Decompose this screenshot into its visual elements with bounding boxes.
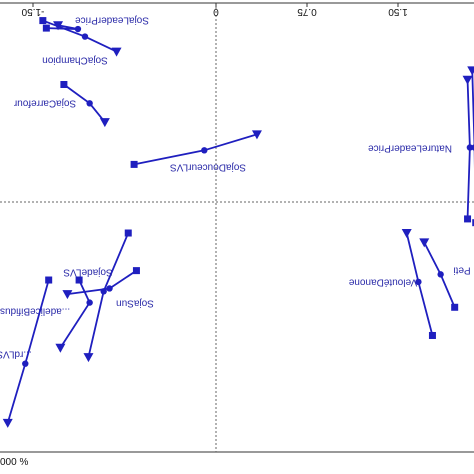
sojaleaderprice-square-point xyxy=(42,24,50,32)
sojachampion-label: SojaChampion xyxy=(42,54,108,65)
adelicebifiduslvs-square-point xyxy=(75,276,83,284)
velout-danone-label: VeloutéDanone xyxy=(348,276,417,287)
sojadouceurlvs-label: SojaDouceurLVS xyxy=(170,161,246,172)
rdlvs-label: ...rdLVS xyxy=(0,348,32,359)
sojaleaderprice-label: SojaLeaderPrice xyxy=(75,14,149,25)
natureleaderprice-square-point xyxy=(464,215,472,223)
adelicebifiduslvs-label: ...adeliceBifidusLVS xyxy=(0,305,70,316)
sojachampion-triangle-point xyxy=(111,47,122,57)
sojadelvs-triangle-point xyxy=(83,353,94,363)
sojadouceurlvs-circle-point xyxy=(201,147,208,154)
sojachampion-square-point xyxy=(39,17,47,25)
sojaleaderprice-circle-point xyxy=(74,25,82,33)
peti-circle-point xyxy=(437,271,444,278)
natureleaderprice-label: NatureLeaderPrice xyxy=(368,142,452,153)
sojasun-square-point xyxy=(132,267,140,275)
adelicebifiduslvs-circle-point xyxy=(86,299,93,306)
product-5-triangle-point xyxy=(467,66,474,76)
sojadelvs-square-point xyxy=(124,229,132,237)
axis-label-bottom: 000 % xyxy=(0,457,28,468)
x-tick-label: -1.50 xyxy=(21,6,44,17)
sojacarrefour-label: SojaCarrefour xyxy=(13,97,76,108)
x-tick-label: 1.50 xyxy=(388,6,408,17)
peti-triangle-point xyxy=(419,238,430,248)
natureleaderprice-triangle-point xyxy=(462,75,473,85)
sojadelvs-trajectory-line xyxy=(87,232,130,358)
product-5-trajectory-line xyxy=(471,70,474,169)
peti-label: Peti xyxy=(453,264,470,275)
sojacarrefour-triangle-point xyxy=(99,118,110,128)
natureleaderprice-circle-point xyxy=(466,144,474,151)
sojadouceurlvs-trajectory-line xyxy=(133,133,258,166)
sojadelvs-label: SojadeLVS xyxy=(63,266,113,277)
sojasun-circle-point xyxy=(106,285,113,292)
sojadouceurlvs-triangle-point xyxy=(251,130,262,140)
velout-danone-square-point xyxy=(428,331,436,339)
velout-danone-circle-point xyxy=(415,278,422,286)
product-5-circle-point xyxy=(471,144,474,151)
rdlvs-triangle-point xyxy=(2,418,13,428)
rdlvs-square-point xyxy=(45,276,53,284)
x-tick-label: 0.75 xyxy=(297,6,317,17)
velout-danone-triangle-point xyxy=(401,229,412,239)
sojachampion-circle-point xyxy=(81,33,89,40)
sojasun-triangle-point xyxy=(62,290,73,300)
sojasun-label: SojaSun xyxy=(116,297,154,308)
sojacarrefour-circle-point xyxy=(86,100,93,107)
x-tick-label: 0 xyxy=(213,6,219,17)
adelicebifiduslvs-triangle-point xyxy=(55,343,66,353)
sojadouceurlvs-square-point xyxy=(130,160,138,168)
sojacarrefour-square-point xyxy=(60,81,68,88)
rdlvs-circle-point xyxy=(22,360,29,367)
peti-square-point xyxy=(451,303,459,311)
product-5-square-point xyxy=(472,219,474,227)
